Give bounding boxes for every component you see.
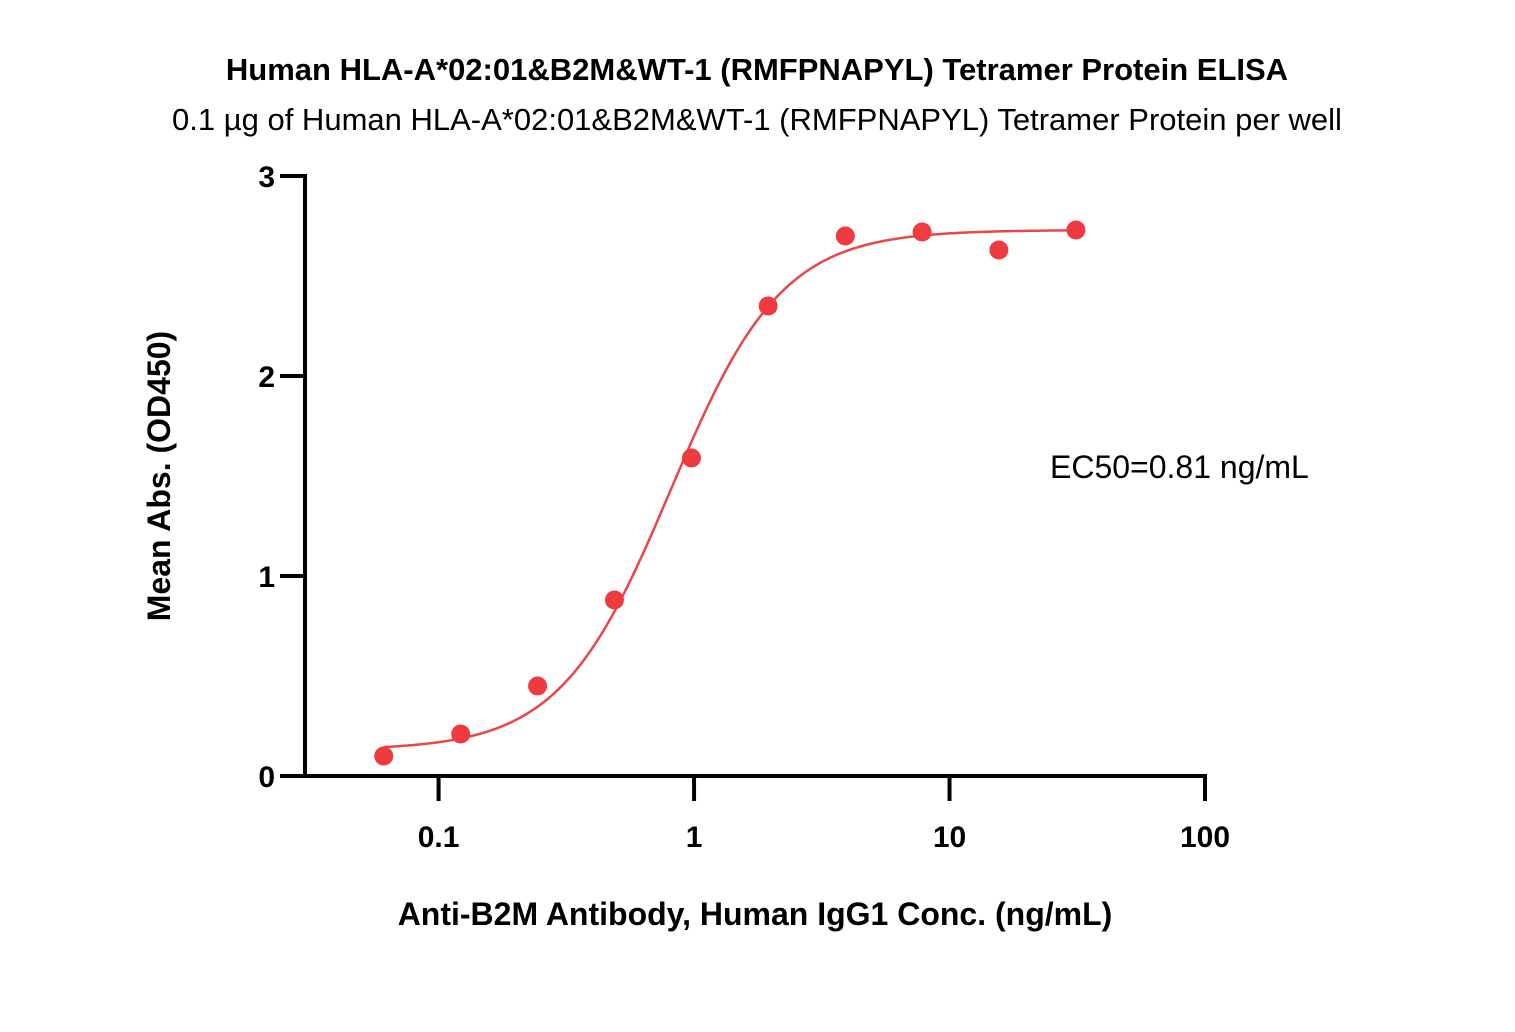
y-tick-label: 2 [258, 361, 275, 394]
fit-curve [383, 229, 1076, 749]
y-tick-label: 1 [258, 561, 275, 594]
x-tick-label: 100 [1180, 821, 1230, 854]
data-point [1066, 220, 1086, 240]
data-point [374, 746, 394, 766]
y-axis: 0 1 2 3 [258, 161, 307, 794]
y-tick-label: 0 [258, 761, 275, 794]
chart-subtitle: 0.1 µg of Human HLA-A*02:01&B2M&WT-1 (RM… [172, 102, 1342, 137]
data-point [604, 590, 624, 610]
x-tick-label: 0.1 [418, 821, 460, 854]
ec50-annotation: EC50=0.81 ng/mL [1050, 449, 1309, 485]
data-point [758, 296, 778, 316]
data-point [451, 724, 471, 744]
x-tick-label: 1 [686, 821, 703, 854]
x-tick-label: 10 [933, 821, 966, 854]
data-points [374, 220, 1086, 766]
x-ticks: 0.1 1 10 100 [418, 776, 1230, 854]
data-point [835, 226, 855, 246]
data-point [912, 222, 932, 242]
y-ticks: 0 1 2 3 [258, 161, 305, 794]
chart-title: Human HLA-A*02:01&B2M&WT-1 (RMFPNAPYL) T… [226, 52, 1288, 87]
y-axis-label: Mean Abs. (OD450) [141, 331, 177, 621]
data-point [528, 676, 548, 696]
x-axis-label: Anti-B2M Antibody, Human IgG1 Conc. (ng/… [398, 896, 1113, 932]
data-point [681, 448, 701, 468]
data-point [989, 240, 1009, 260]
x-axis: 0.1 1 10 100 [280, 774, 1230, 854]
y-tick-label: 3 [258, 161, 275, 194]
